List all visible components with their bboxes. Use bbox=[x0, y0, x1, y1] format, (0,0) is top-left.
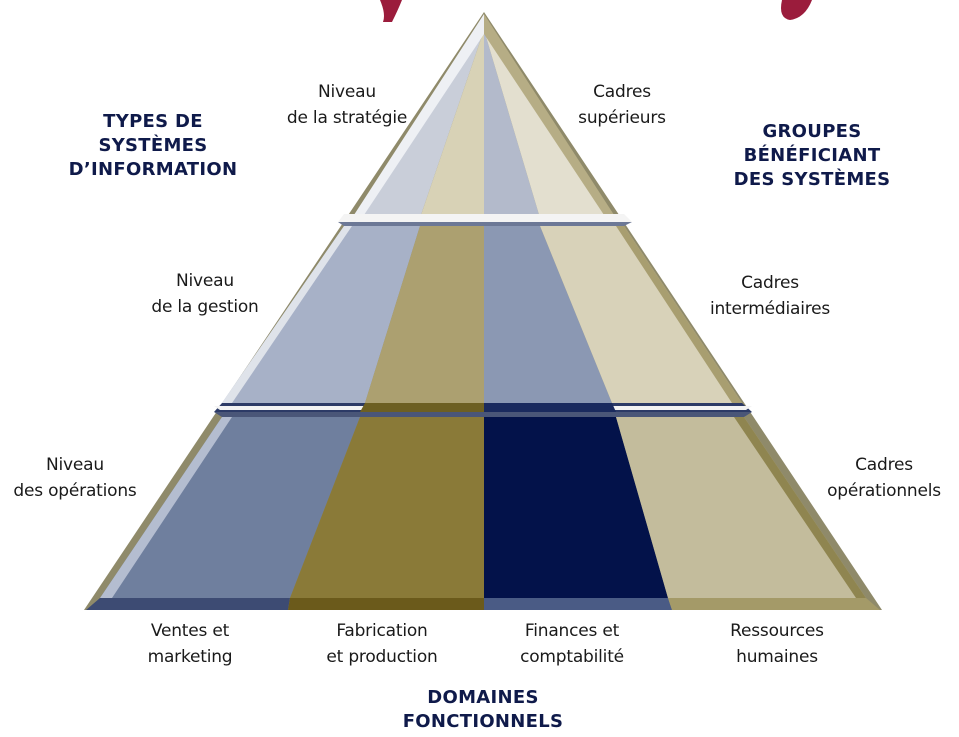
tier-management bbox=[222, 226, 742, 403]
domain-sales-marketing-label-line-1: Ventes et bbox=[150, 621, 230, 641]
group-senior-managers-label-line-1: Cadres bbox=[593, 82, 651, 102]
group-operational-managers-label: Cadres opérationnels bbox=[809, 452, 959, 504]
segment-bottom-finance bbox=[484, 417, 668, 598]
divider-1 bbox=[338, 214, 632, 226]
group-middle-managers-label-line-2: intermédiaires bbox=[709, 299, 831, 319]
header-beneficiary-groups-line-3: DES SYSTÈMES bbox=[733, 169, 891, 190]
domain-hr-label: Ressources humaines bbox=[692, 618, 862, 670]
segment-mid-sales bbox=[222, 226, 420, 403]
level-operations-label: Niveau des opérations bbox=[0, 452, 160, 504]
header-system-types-line-2: SYSTÈMES bbox=[98, 135, 208, 156]
segment-bottom-manufacturing bbox=[290, 417, 484, 598]
domain-hr-label-line-2: humaines bbox=[736, 647, 818, 667]
domain-hr-label-line-1: Ressources bbox=[730, 621, 824, 641]
level-strategy-label: Niveau de la stratégie bbox=[262, 79, 432, 131]
segment-top-manufacturing bbox=[420, 30, 484, 218]
header-beneficiary-groups: GROUPES BÉNÉFICIANT DES SYSTÈMES bbox=[722, 120, 902, 192]
segment-mid-finance bbox=[484, 226, 612, 403]
group-middle-managers-label-line-1: Cadres bbox=[741, 273, 799, 293]
domain-manufacturing-label-line-1: Fabrication bbox=[336, 621, 428, 641]
header-beneficiary-groups-line-1: GROUPES bbox=[762, 121, 862, 142]
level-management-label-line-2: de la gestion bbox=[151, 297, 259, 317]
domain-manufacturing-label: Fabrication et production bbox=[297, 618, 467, 670]
segment-bottom-hr bbox=[616, 417, 866, 598]
level-management-label: Niveau de la gestion bbox=[120, 268, 290, 320]
header-functional-domains: DOMAINES FONCTIONNELS bbox=[383, 686, 583, 734]
group-middle-managers-label: Cadres intermédiaires bbox=[690, 270, 850, 322]
domain-sales-marketing-label: Ventes et marketing bbox=[110, 618, 270, 670]
level-operations-label-line-1: Niveau bbox=[46, 455, 104, 475]
group-operational-managers-label-line-2: opérationnels bbox=[827, 481, 941, 501]
domain-finance-label-line-1: Finances et bbox=[524, 621, 620, 641]
level-strategy-label-line-2: de la stratégie bbox=[286, 108, 408, 128]
domain-finance-label-line-2: comptabilité bbox=[520, 647, 624, 667]
segment-mid-manufacturing bbox=[365, 226, 484, 403]
group-senior-managers-label: Cadres supérieurs bbox=[547, 79, 697, 131]
group-operational-managers-label-line-1: Cadres bbox=[855, 455, 913, 475]
title-fragment bbox=[380, 0, 812, 22]
divider-2 bbox=[214, 403, 752, 417]
header-system-types-line-1: TYPES DE bbox=[103, 111, 203, 132]
header-system-types-line-3: D’INFORMATION bbox=[68, 159, 238, 180]
header-beneficiary-groups-line-2: BÉNÉFICIANT bbox=[743, 145, 881, 166]
domain-finance-label: Finances et comptabilité bbox=[487, 618, 657, 670]
level-management-label-line-1: Niveau bbox=[176, 271, 234, 291]
level-operations-label-line-2: des opérations bbox=[13, 481, 137, 501]
group-senior-managers-label-line-2: supérieurs bbox=[578, 108, 666, 128]
tier-operations bbox=[100, 417, 866, 598]
pyramid-base bbox=[86, 598, 880, 610]
segment-mid-hr bbox=[540, 226, 742, 403]
domain-sales-marketing-label-line-2: marketing bbox=[147, 647, 233, 667]
segment-bottom-sales bbox=[100, 417, 360, 598]
level-strategy-label-line-1: Niveau bbox=[318, 82, 376, 102]
header-functional-domains-line-2: FONCTIONNELS bbox=[402, 711, 564, 732]
tier-strategy bbox=[352, 14, 616, 218]
header-system-types: TYPES DE SYSTÈMES D’INFORMATION bbox=[68, 110, 238, 182]
domain-manufacturing-label-line-2: et production bbox=[326, 647, 438, 667]
header-functional-domains-line-1: DOMAINES bbox=[427, 687, 539, 708]
